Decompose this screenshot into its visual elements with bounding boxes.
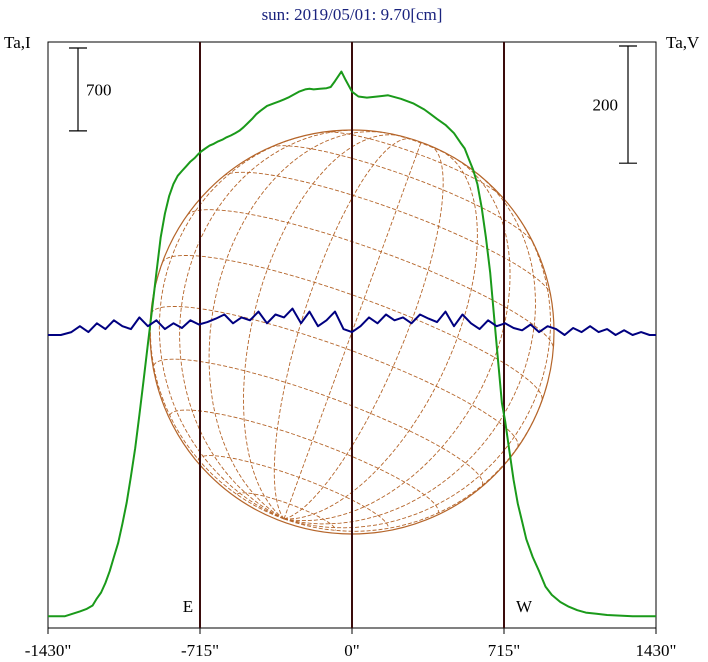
parallel-line [236,492,336,531]
meridian-line [179,129,359,520]
limb-label-e: E [183,597,193,616]
series-line-1 [48,307,656,336]
x-tick-label: 0" [344,641,359,660]
meridian-line [283,214,551,529]
parallel-line [186,209,554,349]
meridian-line [243,134,402,520]
parallel-line [169,409,439,514]
x-tick-label: 715" [488,641,520,660]
series-layer [48,70,656,618]
chart-title: sun: 2019/05/01: 9.70[cm] [262,5,443,24]
vertical-lines [199,42,505,628]
solar-disk [149,129,555,535]
meridian-line [273,138,411,520]
parallel-line [383,131,457,160]
meridian-line [283,157,511,522]
scale-bar-label-left: 700 [86,80,112,99]
parallel-line [270,145,534,244]
parallel-line [223,171,552,296]
meridian-line [283,150,478,520]
x-axis-ticks: -1430" -715" 0" 715" 1430" [25,628,677,660]
meridian-line [283,145,444,520]
scale-bars: 700 200 [69,45,637,164]
parallel-line [161,255,543,402]
series-line-0 [48,70,656,618]
limb-label-w: W [516,597,533,616]
right-axis-label: Ta,V [666,33,700,52]
meridian-line [283,172,536,525]
parallel-line [153,358,484,486]
parallel-line [150,306,519,448]
meridian-line [208,131,386,520]
meridian-line [149,262,285,520]
scale-bar-label-right: 200 [593,96,619,115]
parallel-line [322,131,504,199]
x-tick-label: 1430" [636,641,677,660]
parallel-line [197,455,389,529]
x-tick-label: -1430" [25,641,72,660]
left-axis-label: Ta,I [4,33,31,52]
meridian-line [283,142,422,520]
x-tick-label: -715" [181,641,219,660]
